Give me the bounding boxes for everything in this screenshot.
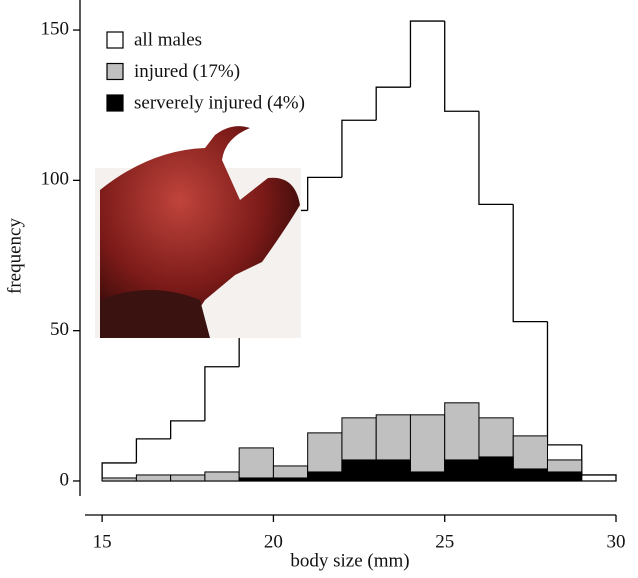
legend-swatch xyxy=(106,94,124,112)
histogram-step xyxy=(409,20,445,88)
histogram-step xyxy=(375,86,411,121)
histogram-bar xyxy=(444,459,480,482)
histogram-bar xyxy=(135,474,172,482)
histogram-bar xyxy=(101,477,137,482)
histogram-bar xyxy=(375,459,411,482)
histogram-step xyxy=(546,321,582,446)
legend-label: injured (17%) xyxy=(134,61,240,82)
y-tick-label: 100 xyxy=(41,169,70,190)
histogram-bar xyxy=(307,471,343,482)
histogram-step xyxy=(478,111,514,206)
histogram-bar xyxy=(170,474,206,482)
histogram-step xyxy=(135,438,171,463)
legend-label: serverely injured (4%) xyxy=(134,92,305,113)
histogram-step xyxy=(444,21,479,112)
histogram-bar xyxy=(546,471,583,482)
histogram-bar xyxy=(238,477,274,482)
x-tick-label: 30 xyxy=(607,531,626,552)
histogram-bar xyxy=(409,471,446,482)
legend-swatch xyxy=(106,31,124,49)
legend-swatch xyxy=(106,62,124,81)
histogram-step xyxy=(101,462,137,481)
histogram-step xyxy=(307,176,342,211)
y-tick-label: 150 xyxy=(41,18,70,39)
histogram-step xyxy=(204,366,240,421)
legend: all males injured (17%) serverely injured … xyxy=(106,29,305,113)
y-axis-label: frequency xyxy=(4,218,25,294)
histogram-bar xyxy=(409,414,446,482)
legend-label: all males xyxy=(134,29,202,50)
histogram-bar xyxy=(478,456,514,482)
plot-area xyxy=(101,20,617,482)
y-tick-label: 0 xyxy=(60,469,70,490)
histogram-bar xyxy=(272,477,309,482)
beetle-photo xyxy=(95,126,301,339)
histogram-step xyxy=(341,119,377,178)
histogram-bar xyxy=(341,459,377,482)
x-axis-label: body size (mm) xyxy=(290,550,409,571)
x-tick-label: 25 xyxy=(435,531,454,552)
y-tick-label: 50 xyxy=(50,319,69,340)
histogram-step xyxy=(169,420,205,439)
histogram-bar xyxy=(238,447,274,482)
histogram-bar xyxy=(512,468,548,482)
x-tick-label: 20 xyxy=(264,531,283,552)
histogram-step xyxy=(512,204,548,323)
x-tick-label: 15 xyxy=(93,531,112,552)
histogram-bar xyxy=(204,471,240,482)
